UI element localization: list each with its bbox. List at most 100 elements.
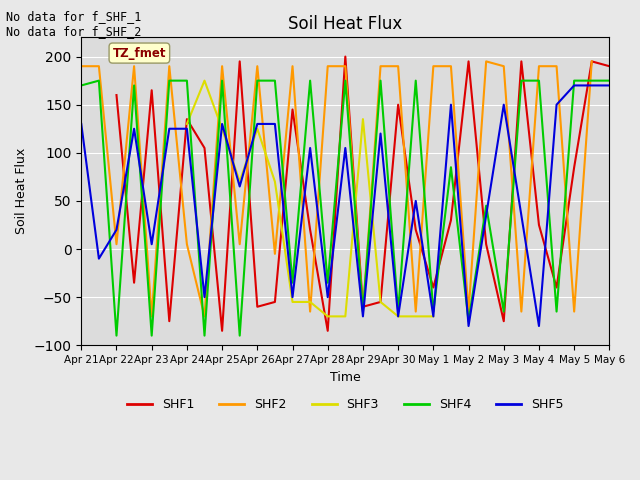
SHF2 xyxy=(113,241,120,247)
SHF4 xyxy=(236,333,244,338)
SHF5 xyxy=(236,184,244,190)
SHF5 xyxy=(148,241,156,247)
SHF2 xyxy=(588,59,596,64)
SHF2 xyxy=(253,63,261,69)
SHF4 xyxy=(148,333,156,338)
SHF4 xyxy=(447,164,455,170)
SHF3 xyxy=(377,299,385,305)
SHF5 xyxy=(131,126,138,132)
SHF2 xyxy=(553,63,561,69)
SHF4 xyxy=(183,78,191,84)
SHF4 xyxy=(307,78,314,84)
SHF4 xyxy=(166,78,173,84)
SHF5 xyxy=(535,323,543,329)
SHF2 xyxy=(394,63,402,69)
SHF1 xyxy=(289,107,296,112)
SHF5 xyxy=(588,83,596,88)
SHF3 xyxy=(359,116,367,122)
SHF4 xyxy=(605,78,613,84)
SHF1 xyxy=(429,285,437,290)
SHF3 xyxy=(218,126,226,132)
SHF4 xyxy=(324,280,332,286)
SHF3 xyxy=(289,299,296,305)
Y-axis label: Soil Heat Flux: Soil Heat Flux xyxy=(15,148,28,234)
SHF4 xyxy=(500,309,508,314)
SHF1 xyxy=(324,328,332,334)
SHF2 xyxy=(183,241,191,247)
SHF2 xyxy=(271,251,279,257)
SHF4 xyxy=(412,78,420,84)
SHF2 xyxy=(447,63,455,69)
SHF2 xyxy=(535,63,543,69)
SHF2 xyxy=(236,241,244,247)
SHF1 xyxy=(447,217,455,223)
SHF5 xyxy=(412,198,420,204)
SHF2 xyxy=(201,313,209,319)
Text: TZ_fmet: TZ_fmet xyxy=(113,47,166,60)
SHF2 xyxy=(77,63,85,69)
SHF4 xyxy=(483,203,490,209)
SHF2 xyxy=(131,63,138,69)
SHF5 xyxy=(377,131,385,136)
Line: SHF5: SHF5 xyxy=(81,85,609,326)
SHF3 xyxy=(324,313,332,319)
SHF2 xyxy=(429,63,437,69)
SHF2 xyxy=(95,63,103,69)
SHF1 xyxy=(183,116,191,122)
SHF1 xyxy=(148,87,156,93)
SHF3 xyxy=(307,299,314,305)
SHF4 xyxy=(429,309,437,314)
SHF4 xyxy=(518,78,525,84)
SHF5 xyxy=(113,227,120,233)
Line: SHF3: SHF3 xyxy=(187,81,433,316)
SHF2 xyxy=(377,63,385,69)
SHF2 xyxy=(570,309,578,314)
SHF1 xyxy=(271,299,279,305)
SHF4 xyxy=(570,78,578,84)
Line: SHF4: SHF4 xyxy=(81,81,609,336)
Legend: SHF1, SHF2, SHF3, SHF4, SHF5: SHF1, SHF2, SHF3, SHF4, SHF5 xyxy=(122,393,569,416)
SHF5 xyxy=(570,83,578,88)
SHF5 xyxy=(271,121,279,127)
SHF5 xyxy=(166,126,173,132)
SHF5 xyxy=(465,323,472,329)
SHF1 xyxy=(570,164,578,170)
SHF2 xyxy=(166,63,173,69)
SHF5 xyxy=(253,121,261,127)
SHF4 xyxy=(201,333,209,338)
SHF1 xyxy=(412,227,420,233)
SHF3 xyxy=(253,126,261,132)
SHF5 xyxy=(359,313,367,319)
SHF2 xyxy=(412,309,420,314)
Line: SHF1: SHF1 xyxy=(116,57,609,331)
SHF4 xyxy=(394,309,402,314)
SHF2 xyxy=(148,313,156,319)
SHF5 xyxy=(518,213,525,218)
SHF2 xyxy=(483,59,490,64)
SHF5 xyxy=(500,102,508,108)
SHF2 xyxy=(218,63,226,69)
SHF5 xyxy=(324,294,332,300)
SHF1 xyxy=(605,63,613,69)
SHF5 xyxy=(553,102,561,108)
SHF1 xyxy=(201,145,209,151)
SHF1 xyxy=(166,318,173,324)
SHF1 xyxy=(500,318,508,324)
SHF3 xyxy=(183,121,191,127)
SHF3 xyxy=(412,313,420,319)
SHF4 xyxy=(377,78,385,84)
SHF5 xyxy=(605,83,613,88)
SHF4 xyxy=(535,78,543,84)
Title: Soil Heat Flux: Soil Heat Flux xyxy=(288,15,403,33)
SHF1 xyxy=(588,59,596,64)
SHF4 xyxy=(289,280,296,286)
SHF4 xyxy=(77,83,85,88)
SHF3 xyxy=(201,78,209,84)
SHF2 xyxy=(465,309,472,314)
SHF4 xyxy=(271,78,279,84)
SHF4 xyxy=(218,78,226,84)
SHF5 xyxy=(483,213,490,218)
SHF4 xyxy=(95,78,103,84)
SHF2 xyxy=(324,63,332,69)
Text: No data for f_SHF_1
No data for f_SHF_2: No data for f_SHF_1 No data for f_SHF_2 xyxy=(6,10,142,37)
